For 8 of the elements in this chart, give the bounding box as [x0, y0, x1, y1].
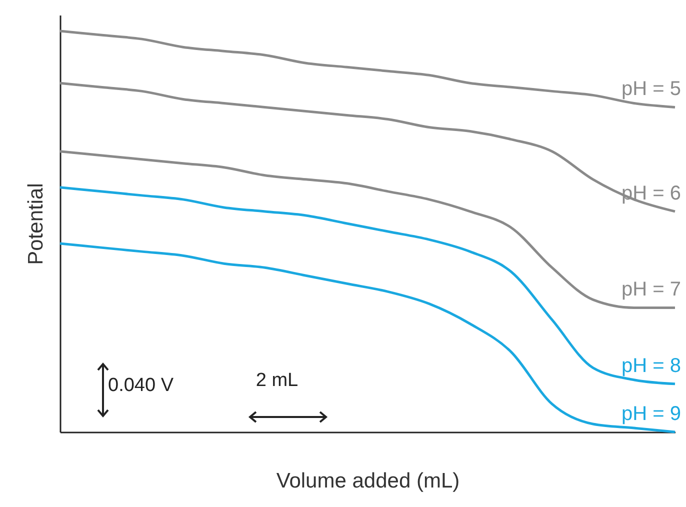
- series-label: pH = 5: [622, 78, 681, 100]
- series-label: pH = 8: [622, 354, 681, 377]
- series-label: pH = 7: [622, 278, 681, 301]
- annotation: 2 mL: [256, 370, 298, 391]
- annotation: 0.040 V: [108, 375, 174, 396]
- x-axis-title: Volume added (mL): [276, 470, 460, 492]
- y-axis-title: Potential: [24, 183, 48, 265]
- series-label: pH = 9: [622, 403, 681, 425]
